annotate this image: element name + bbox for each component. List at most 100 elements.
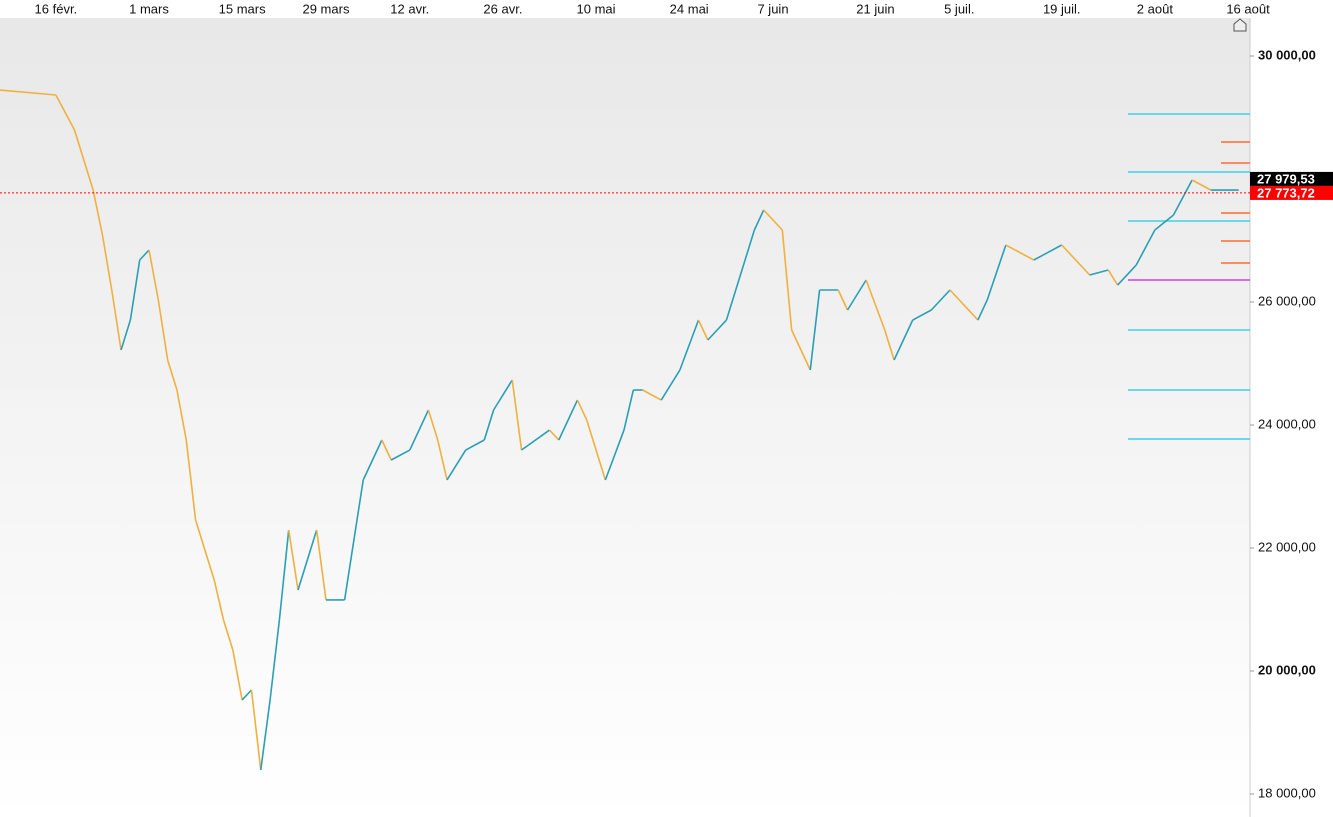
- price-segment: [465, 439, 485, 451]
- x-tick-label: 21 juin: [856, 1, 894, 16]
- price-segment: [949, 289, 960, 301]
- y-tick-label: 26 000,00: [1258, 293, 1316, 308]
- x-tick-label: 12 avr.: [390, 1, 429, 16]
- price-label: 27 773,72: [1257, 185, 1315, 200]
- price-segment: [734, 229, 756, 291]
- price-segment: [725, 289, 737, 321]
- plot-background: [0, 18, 1250, 817]
- x-tick-label: 29 mars: [302, 1, 349, 16]
- price-segment: [837, 289, 849, 311]
- price-segment: [1172, 179, 1193, 216]
- price-segment: [362, 439, 383, 481]
- price-segment: [1191, 179, 1212, 191]
- price-segment: [185, 439, 197, 521]
- price-segment: [1033, 254, 1044, 261]
- y-tick-label: 20 000,00: [1258, 662, 1316, 677]
- price-segment: [73, 129, 94, 191]
- price-segment: [1042, 244, 1063, 256]
- price-segment: [660, 369, 681, 401]
- price-segment: [492, 379, 513, 411]
- price-segment: [269, 619, 281, 701]
- price-segment: [623, 389, 635, 431]
- price-segment: [315, 529, 327, 601]
- price-segment: [912, 309, 932, 321]
- price-segment: [157, 299, 169, 361]
- price-segment: [697, 319, 709, 341]
- x-tick-label: 16 août: [1226, 1, 1270, 16]
- price-segment: [241, 689, 253, 701]
- x-tick-label: 24 mai: [670, 1, 709, 16]
- price-segment: [604, 429, 625, 481]
- price-segment: [110, 289, 122, 351]
- y-tick-label: 18 000,00: [1258, 785, 1316, 800]
- price-segment: [930, 289, 951, 311]
- price-segment: [1061, 244, 1091, 276]
- price-segment: [521, 429, 550, 451]
- price-segment: [287, 529, 299, 591]
- price-segment: [790, 329, 811, 371]
- price-segment: [222, 619, 234, 651]
- price-segment: [446, 449, 467, 481]
- x-tick-label: 7 juin: [757, 1, 788, 16]
- price-segment: [642, 389, 662, 401]
- price-segment: [213, 579, 225, 621]
- price-segment: [809, 289, 821, 371]
- y-tick-label: 30 000,00: [1258, 47, 1316, 62]
- price-label-box: [1250, 171, 1333, 186]
- price-segment: [166, 359, 178, 391]
- price-segment: [390, 449, 411, 461]
- price-segment: [548, 429, 560, 441]
- price-segment: [893, 319, 914, 361]
- home-icon[interactable]: [1233, 18, 1247, 32]
- price-segment: [1117, 264, 1137, 286]
- y-tick-label: 24 000,00: [1258, 416, 1316, 431]
- price-segment: [884, 329, 895, 361]
- price-label: 27 979,53: [1257, 171, 1315, 186]
- price-segment: [101, 234, 113, 291]
- y-tick-label: 22 000,00: [1258, 539, 1316, 554]
- price-segment: [576, 399, 588, 421]
- price-segment: [1005, 244, 1035, 261]
- price-segment: [753, 209, 765, 231]
- price-segment: [977, 299, 988, 321]
- price-segment: [0, 89, 56, 96]
- price-segment: [259, 699, 271, 771]
- price-segment: [92, 189, 104, 236]
- price-segment: [679, 319, 700, 371]
- price-segment: [427, 409, 439, 441]
- x-tick-label: 19 juil.: [1043, 1, 1081, 16]
- price-segment: [865, 279, 886, 331]
- price-segment: [381, 439, 392, 461]
- price-segment: [558, 399, 579, 441]
- price-segment: [278, 529, 290, 621]
- price-segment: [1107, 269, 1119, 286]
- x-tick-label: 2 août: [1137, 1, 1174, 16]
- price-segment: [343, 479, 365, 601]
- price-label-box: [1250, 185, 1333, 200]
- price-segment: [585, 419, 607, 481]
- price-segment: [120, 319, 132, 351]
- price-segment: [781, 229, 793, 331]
- price-segment: [763, 209, 783, 231]
- x-tick-label: 10 mai: [577, 1, 616, 16]
- x-tick-label: 5 juil.: [944, 1, 974, 16]
- price-segment: [148, 249, 160, 301]
- price-segment: [1089, 269, 1109, 276]
- price-segment: [250, 689, 262, 771]
- price-segment: [139, 249, 150, 261]
- price-segment: [483, 409, 495, 441]
- price-segment: [707, 319, 728, 341]
- price-segment: [297, 529, 318, 591]
- x-tick-label: 15 mars: [219, 1, 266, 16]
- price-segment: [511, 379, 523, 451]
- price-segment: [846, 279, 867, 311]
- price-segment: [176, 389, 188, 441]
- price-segment: [55, 94, 76, 131]
- price-segment: [1135, 229, 1156, 266]
- price-segment: [958, 299, 979, 321]
- price-segment: [436, 439, 448, 481]
- price-segment: [986, 244, 1007, 301]
- price-segment: [409, 409, 430, 451]
- price-segment: [232, 649, 243, 701]
